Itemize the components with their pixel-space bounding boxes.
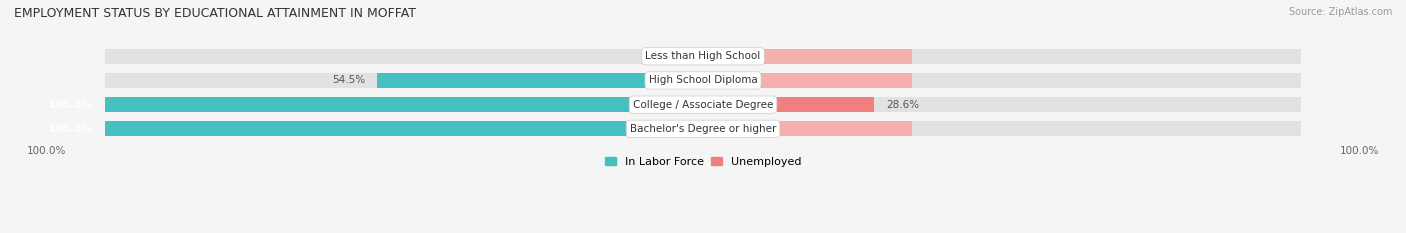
Text: 0.0%: 0.0% (716, 75, 741, 86)
Bar (703, 49, 912, 64)
Legend: In Labor Force, Unemployed: In Labor Force, Unemployed (600, 152, 806, 171)
Bar (104, 97, 703, 112)
Text: 0.0%: 0.0% (716, 51, 741, 61)
Text: 100.0%: 100.0% (49, 124, 93, 134)
Bar (703, 73, 1302, 88)
Bar (703, 121, 912, 136)
Text: 28.6%: 28.6% (886, 100, 920, 110)
Bar (703, 49, 1302, 64)
Bar (104, 73, 703, 88)
Text: 54.5%: 54.5% (332, 75, 366, 86)
Text: Bachelor's Degree or higher: Bachelor's Degree or higher (630, 124, 776, 134)
Text: Source: ZipAtlas.com: Source: ZipAtlas.com (1288, 7, 1392, 17)
Bar (104, 49, 703, 64)
Text: College / Associate Degree: College / Associate Degree (633, 100, 773, 110)
Text: EMPLOYMENT STATUS BY EDUCATIONAL ATTAINMENT IN MOFFAT: EMPLOYMENT STATUS BY EDUCATIONAL ATTAINM… (14, 7, 416, 20)
Bar (104, 121, 703, 136)
Text: 100.0%: 100.0% (1340, 146, 1379, 156)
Bar (703, 73, 912, 88)
Bar (703, 97, 875, 112)
Text: 0.0%: 0.0% (716, 124, 741, 134)
Text: 100.0%: 100.0% (49, 100, 93, 110)
Text: High School Diploma: High School Diploma (648, 75, 758, 86)
Bar (104, 121, 703, 136)
Bar (703, 121, 1302, 136)
Bar (703, 97, 875, 112)
Bar (377, 73, 703, 88)
Text: Less than High School: Less than High School (645, 51, 761, 61)
Bar (104, 97, 703, 112)
Bar (703, 97, 1302, 112)
Text: 100.0%: 100.0% (27, 146, 66, 156)
Text: 0.0%: 0.0% (665, 51, 690, 61)
